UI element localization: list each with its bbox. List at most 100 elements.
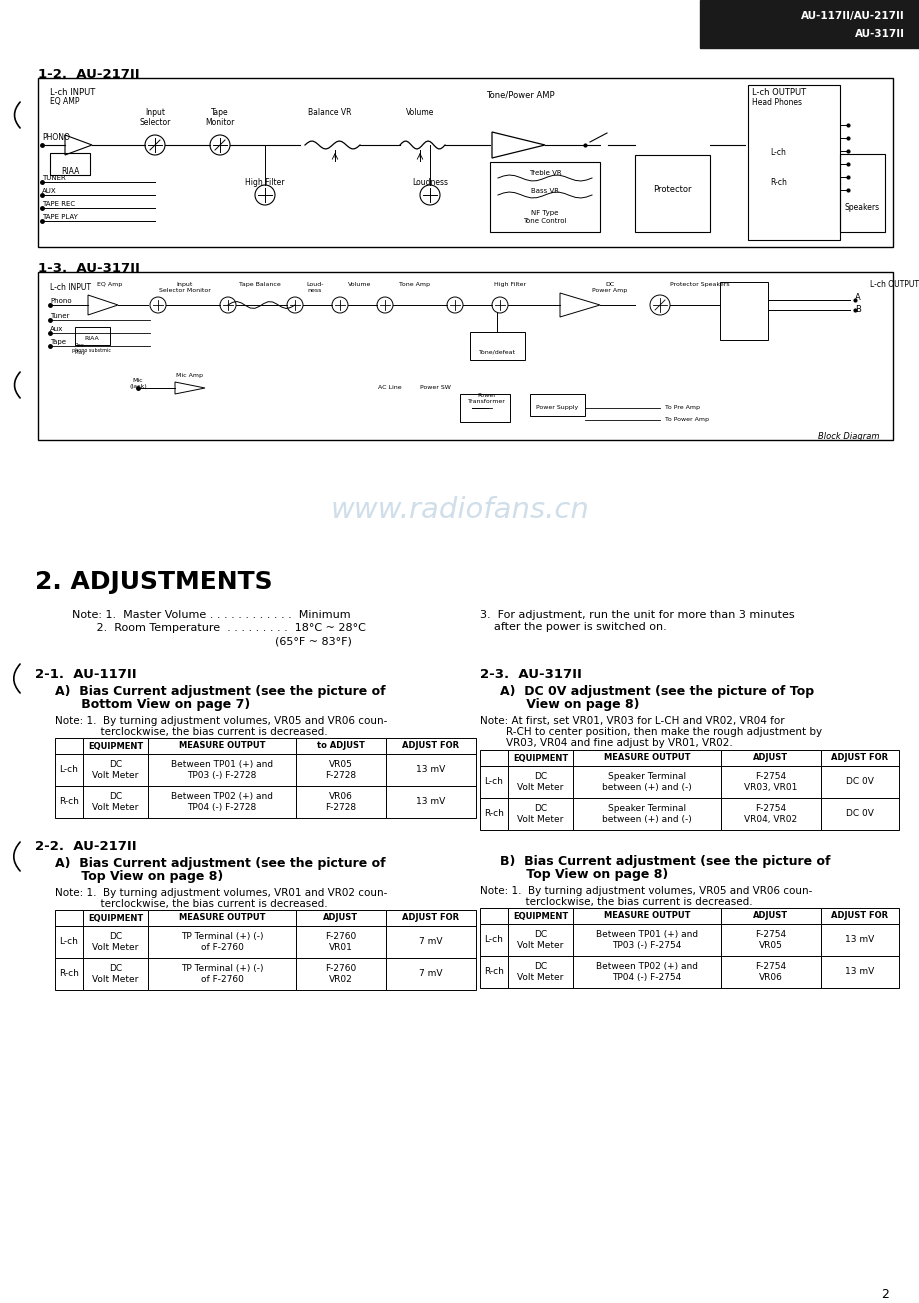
Text: F-2754
VR04, VR02: F-2754 VR04, VR02 [743, 804, 797, 823]
Text: DC 0V: DC 0V [845, 809, 873, 818]
Text: 2-3.  AU-317II: 2-3. AU-317II [480, 668, 581, 681]
Text: L-ch: L-ch [60, 765, 78, 774]
Text: DC
Volt Meter: DC Volt Meter [516, 804, 563, 823]
Bar [720, 797, 820, 830]
Text: EQUIPMENT: EQUIPMENT [512, 912, 568, 920]
Text: Input
Selector Monitor: Input Selector Monitor [159, 281, 210, 293]
Text: Loud-
ness: Loud- ness [306, 281, 323, 293]
Text: 1-3.  AU-317II: 1-3. AU-317II [38, 262, 140, 275]
Bar [296, 958, 386, 990]
Text: Volume: Volume [348, 281, 371, 287]
Bar [720, 281, 767, 340]
Text: TAPE PLAY: TAPE PLAY [42, 214, 78, 220]
Text: L-ch: L-ch [769, 149, 785, 156]
Bar [296, 737, 386, 754]
Bar [386, 958, 475, 990]
Bar [820, 924, 898, 956]
Text: To Pre Amp: To Pre Amp [664, 405, 699, 410]
Text: Aux: Aux [50, 326, 63, 332]
Text: Power SW: Power SW [419, 384, 450, 390]
Text: Note: 1.  Master Volume . . . . . . . . . . . .  Minimum: Note: 1. Master Volume . . . . . . . . .… [72, 610, 350, 620]
Bar [148, 786, 296, 818]
Text: 2: 2 [880, 1287, 888, 1300]
Text: www.radiofans.cn: www.radiofans.cn [330, 496, 589, 524]
Text: terclockwise, the bias current is decreased.: terclockwise, the bias current is decrea… [480, 896, 752, 907]
Bar [573, 751, 720, 766]
Text: DC
Volt Meter: DC Volt Meter [516, 930, 563, 950]
Text: DC
Volt Meter: DC Volt Meter [92, 792, 139, 812]
Text: Head Phones: Head Phones [751, 98, 801, 107]
Text: VR06
F-2728: VR06 F-2728 [325, 792, 357, 812]
Bar [573, 924, 720, 956]
Bar [507, 908, 573, 924]
Text: L-ch: L-ch [484, 778, 503, 787]
Text: Between TP01 (+) and
TP03 (-) F-2728: Between TP01 (+) and TP03 (-) F-2728 [171, 760, 273, 779]
Text: ADJUST FOR: ADJUST FOR [402, 913, 460, 923]
Text: 1-2.  AU-217II: 1-2. AU-217II [38, 68, 140, 81]
Text: terclockwise, the bias current is decreased.: terclockwise, the bias current is decrea… [55, 727, 327, 737]
Bar [50, 152, 90, 175]
Text: Power Supply: Power Supply [535, 405, 577, 410]
Bar [55, 786, 83, 818]
Text: DC
Volt Meter: DC Volt Meter [92, 933, 139, 951]
Text: Rec: Rec [75, 343, 85, 348]
Text: RIAA: RIAA [85, 336, 99, 341]
Text: Note: At first, set VR01, VR03 for L-CH and VR02, VR04 for: Note: At first, set VR01, VR03 for L-CH … [480, 717, 784, 726]
Text: Tone/defeat: Tone/defeat [478, 351, 515, 354]
Text: A)  Bias Current adjustment (see the picture of: A) Bias Current adjustment (see the pict… [55, 857, 385, 870]
Bar [720, 766, 820, 797]
Bar [839, 154, 884, 232]
Text: NF Type: NF Type [531, 210, 558, 216]
Text: 3.  For adjustment, run the unit for more than 3 minutes
    after the power is : 3. For adjustment, run the unit for more… [480, 610, 794, 632]
Bar [480, 766, 507, 797]
Bar [55, 737, 83, 754]
Bar [386, 926, 475, 958]
Text: Power
Transformer: Power Transformer [468, 394, 505, 404]
Polygon shape [560, 293, 599, 317]
Text: F-2754
VR05: F-2754 VR05 [754, 930, 786, 950]
Bar [296, 909, 386, 926]
Text: Mic
(Jack): Mic (Jack) [129, 378, 147, 388]
Text: VR03, VR04 and fine adjust by VR01, VR02.: VR03, VR04 and fine adjust by VR01, VR02… [480, 737, 732, 748]
Text: Top View on page 8): Top View on page 8) [55, 870, 223, 883]
Text: Play: Play [75, 351, 86, 354]
Bar [83, 786, 148, 818]
Bar [820, 797, 898, 830]
Bar [507, 797, 573, 830]
Text: Tone/Power AMP: Tone/Power AMP [485, 90, 554, 99]
Text: R-ch: R-ch [59, 797, 79, 807]
Bar [820, 766, 898, 797]
Text: L-ch INPUT: L-ch INPUT [50, 89, 96, 96]
Bar [55, 926, 83, 958]
Text: ADJUST: ADJUST [323, 913, 358, 923]
Text: RIAA: RIAA [61, 167, 79, 176]
Bar [460, 394, 509, 422]
Text: terclockwise, the bias current is decreased.: terclockwise, the bias current is decrea… [55, 899, 327, 909]
Text: TP Terminal (+) (-)
of F-2760: TP Terminal (+) (-) of F-2760 [180, 933, 263, 951]
Text: Tone Amp: Tone Amp [399, 281, 430, 287]
Bar [296, 754, 386, 786]
Text: Speakers: Speakers [844, 203, 879, 212]
Bar [148, 909, 296, 926]
Text: EQUIPMENT: EQUIPMENT [512, 753, 568, 762]
Text: ADJUST: ADJUST [753, 753, 788, 762]
Text: EQ Amp: EQ Amp [97, 281, 122, 287]
Text: A)  Bias Current adjustment (see the picture of: A) Bias Current adjustment (see the pict… [55, 685, 385, 698]
Text: 13 mV: 13 mV [416, 797, 445, 807]
Text: Top View on page 8): Top View on page 8) [499, 868, 667, 881]
Bar [634, 155, 709, 232]
Bar [148, 958, 296, 990]
Text: MEASURE OUTPUT: MEASURE OUTPUT [603, 753, 689, 762]
Text: B)  Bias Current adjustment (see the picture of: B) Bias Current adjustment (see the pict… [499, 855, 830, 868]
Text: Note: 1.  By turning adjustment volumes, VR05 and VR06 coun-: Note: 1. By turning adjustment volumes, … [55, 717, 387, 726]
Text: High Filter: High Filter [494, 281, 526, 287]
Text: F-2760
VR01: F-2760 VR01 [325, 933, 357, 951]
Bar [296, 786, 386, 818]
Text: 13 mV: 13 mV [845, 936, 874, 945]
Bar [55, 909, 83, 926]
Text: Tuner: Tuner [50, 313, 69, 319]
Text: 7 mV: 7 mV [419, 969, 442, 979]
Text: MEASURE OUTPUT: MEASURE OUTPUT [178, 741, 265, 751]
Text: AU-117II/AU-217II: AU-117II/AU-217II [800, 10, 904, 21]
Text: Speaker Terminal
between (+) and (-): Speaker Terminal between (+) and (-) [601, 804, 691, 823]
